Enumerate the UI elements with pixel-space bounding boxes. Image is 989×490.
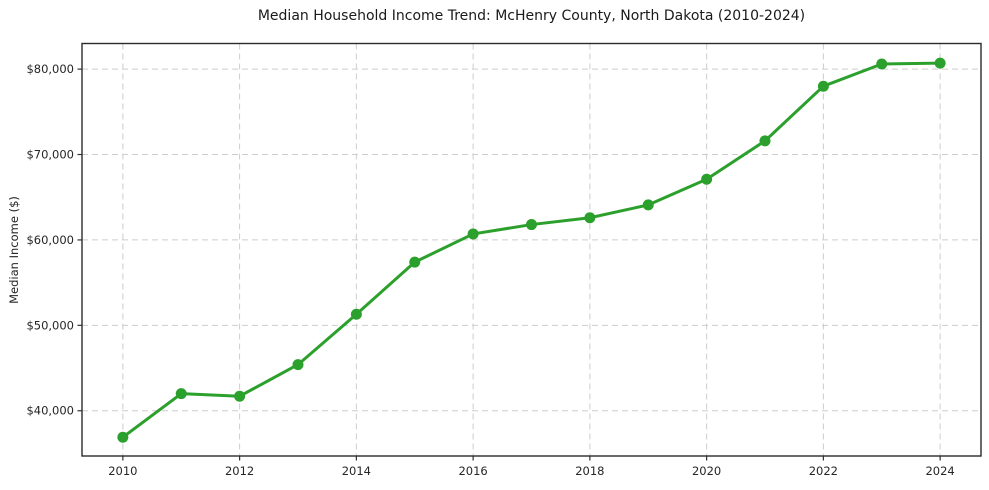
y-tick-label: $70,000 xyxy=(26,148,74,162)
x-tick-label: 2012 xyxy=(225,464,254,478)
data-point-marker xyxy=(467,228,479,240)
y-tick-label: $50,000 xyxy=(26,318,74,332)
x-tick-label: 2016 xyxy=(458,464,487,478)
data-point-marker xyxy=(701,173,713,185)
data-point-marker xyxy=(117,431,129,443)
income-trend-line xyxy=(121,61,942,439)
y-tick-label: $80,000 xyxy=(26,62,74,76)
data-point-marker xyxy=(292,359,304,371)
chart-title: Median Household Income Trend: McHenry C… xyxy=(257,8,806,24)
x-tick-label: 2024 xyxy=(925,464,954,478)
data-point-marker xyxy=(817,80,829,92)
plot-border xyxy=(81,42,982,457)
data-point-marker xyxy=(584,212,596,224)
y-tick-label: $40,000 xyxy=(26,404,74,418)
data-point-marker xyxy=(526,219,537,231)
data-point-marker xyxy=(175,388,187,400)
data-point-marker xyxy=(934,57,946,69)
x-tick-label: 2014 xyxy=(342,464,371,478)
x-tick-label: 2022 xyxy=(809,464,838,478)
data-point-marker xyxy=(350,308,362,320)
data-point-marker xyxy=(642,199,654,211)
data-point-marker xyxy=(876,58,888,70)
x-tick-label: 2010 xyxy=(108,464,137,478)
data-point-marker xyxy=(759,135,771,147)
data-point-marker xyxy=(409,256,421,268)
data-point-marker xyxy=(234,390,246,402)
y-tick-label: $60,000 xyxy=(26,233,74,247)
x-tick-label: 2018 xyxy=(575,464,604,478)
x-tick-label: 2020 xyxy=(692,464,721,478)
